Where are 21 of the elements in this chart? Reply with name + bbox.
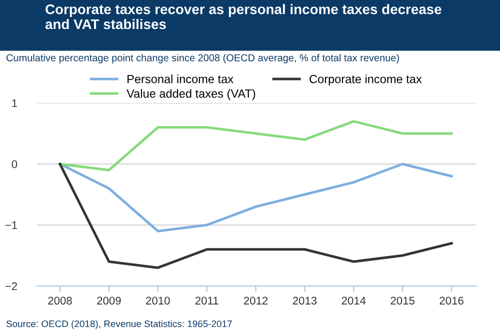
x-tick-label: 2016 [440,296,464,305]
chart-title: Corporate taxes recover as personal income taxes decrease and VAT stabilises [45,4,442,30]
line-series [58,120,453,172]
line-series [58,162,453,269]
x-tick-label: 2015 [390,296,414,305]
x-tick-label: 2008 [48,296,72,305]
x-tick-label: 2012 [244,296,268,305]
legend-label: Value added taxes (VAT) [126,89,256,100]
chart-subtitle: Cumulative percentage point change since 2008 (OECD average, % of total tax revenue) [6,54,399,64]
x-tick-label: 2010 [146,296,170,305]
x-tick-label: 2013 [292,296,317,305]
y-tick-label: −2 [5,282,17,290]
y-tick-label: −1 [5,221,18,230]
x-tick-label: 2009 [97,296,121,305]
legend-label: Personal income tax [128,74,234,84]
x-tick-label: 2011 [195,296,218,305]
source-note: Source: OECD (2018), Revenue Statistics: 1965-2017 [6,320,232,329]
y-tick-label: 0 [12,160,18,168]
y-tick-label: 1 [12,99,18,108]
x-tick-label: 2014 [342,296,366,305]
legend-label: Corporate income tax [310,74,422,86]
